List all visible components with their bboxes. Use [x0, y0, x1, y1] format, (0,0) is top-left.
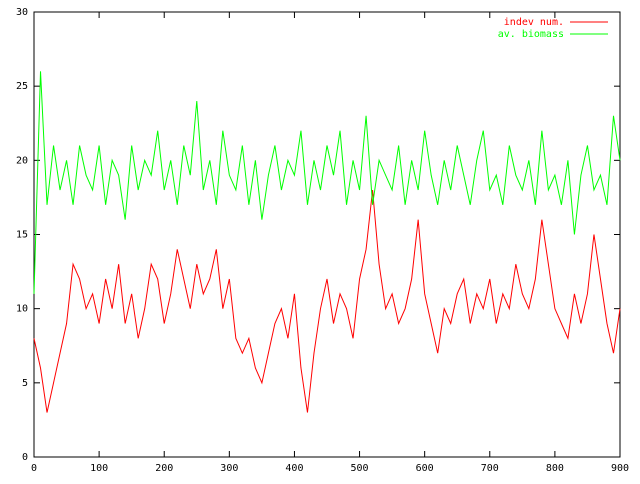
- y-tick-label: 25: [16, 81, 28, 92]
- x-tick-label: 500: [351, 463, 369, 474]
- x-tick-label: 200: [155, 463, 173, 474]
- x-tick-label: 900: [611, 463, 629, 474]
- x-tick-label: 700: [481, 463, 499, 474]
- y-tick-label: 30: [16, 7, 28, 18]
- y-tick-label: 10: [16, 304, 28, 315]
- x-tick-label: 800: [546, 463, 564, 474]
- series-line: [33, 189, 621, 413]
- series-line: [33, 71, 621, 294]
- legend-label: indev num.: [504, 17, 564, 28]
- x-tick-label: 300: [220, 463, 238, 474]
- x-tick-label: 600: [416, 463, 434, 474]
- y-tick-label: 15: [16, 230, 28, 241]
- x-tick-label: 400: [285, 463, 303, 474]
- legend-label: av. biomass: [498, 29, 564, 40]
- x-tick-label: 100: [90, 463, 108, 474]
- y-tick-label: 20: [16, 155, 28, 166]
- x-tick-label: 0: [31, 463, 37, 474]
- y-tick-label: 5: [22, 378, 28, 389]
- y-tick-label: 0: [22, 452, 28, 463]
- plot-frame: [33, 11, 621, 458]
